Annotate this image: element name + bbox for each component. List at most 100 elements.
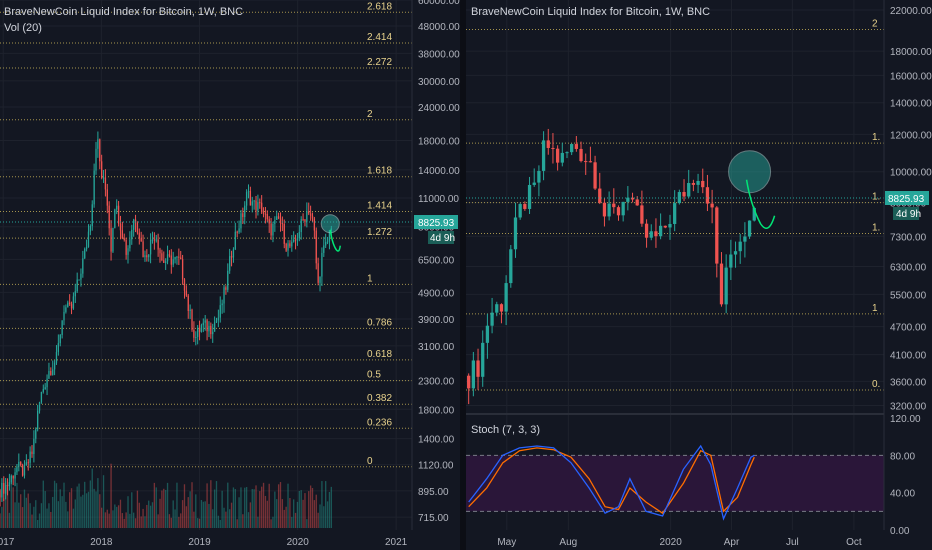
candle-body [148, 254, 150, 258]
volume-bar [46, 508, 48, 528]
volume-bar [293, 499, 295, 528]
y-tick-label: 18000.00 [418, 137, 460, 148]
candle-body [27, 462, 29, 464]
candle-body [733, 251, 738, 255]
candle-body [325, 242, 327, 246]
volume-bar [289, 498, 291, 528]
candle-body [598, 188, 602, 203]
pane-separator[interactable] [460, 0, 466, 550]
candle-body [230, 256, 233, 258]
volume-bar [6, 487, 9, 528]
candle-body [213, 322, 216, 332]
right-fib-levels: 2 1. 1. 1. 1 0. [466, 19, 884, 391]
candle-body [70, 304, 73, 309]
volume-bar [212, 509, 214, 528]
candle-body [219, 305, 221, 318]
volume-bar [52, 496, 54, 528]
candle-body [654, 231, 658, 237]
candle-body [607, 203, 611, 217]
candle-body [658, 225, 663, 237]
candle-body [87, 231, 90, 247]
left-chart-pane[interactable]: 2.618 2.414 2.272 2 1.618 1.414 1.272 1 0.786 0.6… [0, 0, 412, 530]
left-countdown-tag: 4d 9h [430, 233, 455, 244]
volume-bar [142, 508, 144, 528]
volume-bar [261, 486, 263, 528]
candle-body [174, 256, 176, 260]
left-price-axis[interactable]: 60000.00 48000.00 38000.00 30000.00 24000.00… [418, 0, 460, 524]
volume-bar [210, 480, 212, 528]
candle-body [471, 360, 475, 389]
candle-body [234, 231, 236, 250]
candle-body [35, 429, 37, 439]
volume-bar [204, 501, 206, 528]
volume-bar [21, 507, 24, 528]
candle-body [44, 387, 46, 390]
volume-bar [117, 505, 120, 528]
volume-bar [274, 491, 276, 528]
candle-body [67, 302, 69, 308]
volume-bar [306, 519, 308, 528]
fib-label: 0.618 [367, 349, 392, 360]
volume-bar [197, 518, 199, 528]
y-tick-label: 10000.00 [890, 168, 932, 179]
fib-label: 1 [367, 273, 373, 284]
y-tick-label: 715.00 [418, 513, 449, 524]
volume-bar [208, 503, 210, 528]
volume-bar [317, 512, 319, 528]
candle-body [12, 475, 14, 479]
volume-bar [249, 502, 252, 528]
stoch-y-tick-label: 0.00 [890, 526, 910, 537]
volume-bar [110, 463, 112, 528]
candle-body [112, 227, 114, 252]
y-tick-label: 16000.00 [890, 71, 932, 82]
candle-body [546, 140, 550, 148]
candle-body [644, 223, 649, 238]
volume-bar [108, 513, 110, 528]
candle-body [328, 230, 331, 242]
volume-bar [178, 516, 180, 528]
volume-bar [206, 483, 208, 528]
volume-bar [157, 514, 159, 528]
volume-bar [68, 492, 71, 528]
stoch-axis[interactable]: 120.00 80.00 40.00 0.00 [890, 414, 921, 537]
y-tick-label: 895.00 [418, 487, 449, 498]
volume-bar [59, 489, 61, 528]
fib-label: 2.618 [367, 1, 392, 12]
candle-body [743, 236, 747, 242]
candle-body [72, 296, 75, 309]
candle-body [317, 263, 319, 283]
candle-body [710, 203, 714, 208]
volume-bar [311, 487, 314, 528]
volume-bar [27, 493, 29, 528]
candle-body [123, 238, 125, 241]
x-tick-label: 2018 [90, 537, 113, 548]
volume-bar [221, 490, 223, 528]
left-candles [0, 131, 332, 507]
x-tick-label: 2019 [188, 537, 211, 548]
candle-body [323, 245, 325, 253]
volume-bar [53, 480, 56, 528]
candle-body [696, 180, 700, 185]
right-chart-pane[interactable]: 2 1. 1. 1. 1 0. BraveNewCoin Liquid Index for… [466, 0, 884, 530]
candle-body [102, 177, 105, 179]
stoch-band [466, 454, 884, 512]
volume-bar [245, 487, 248, 528]
stoch-y-tick-label: 80.00 [890, 451, 915, 462]
stoch-y-tick-label: 40.00 [890, 489, 915, 500]
volume-bar [23, 489, 26, 528]
candle-body [752, 207, 756, 221]
volume-bar [319, 504, 321, 528]
left-time-axis[interactable]: 2017 2018 2019 2020 2021 [0, 537, 408, 548]
volume-bar [227, 482, 229, 528]
volume-bar [50, 511, 52, 528]
fib-label: 2.414 [367, 32, 392, 43]
volume-bar [55, 483, 58, 528]
volume-bar [161, 490, 163, 528]
stoch-label: Stoch (7, 3, 3) [471, 424, 540, 436]
candle-body [8, 482, 11, 487]
volume-bar [48, 503, 50, 528]
x-tick-label: Aug [559, 537, 577, 548]
right-time-axis[interactable]: May Aug 2020 Apr Jul Oct [497, 537, 862, 548]
left-price-tag: 8825.93 4d 9h [414, 215, 458, 244]
stoch-pane[interactable]: Stoch (7, 3, 3) [466, 424, 884, 521]
